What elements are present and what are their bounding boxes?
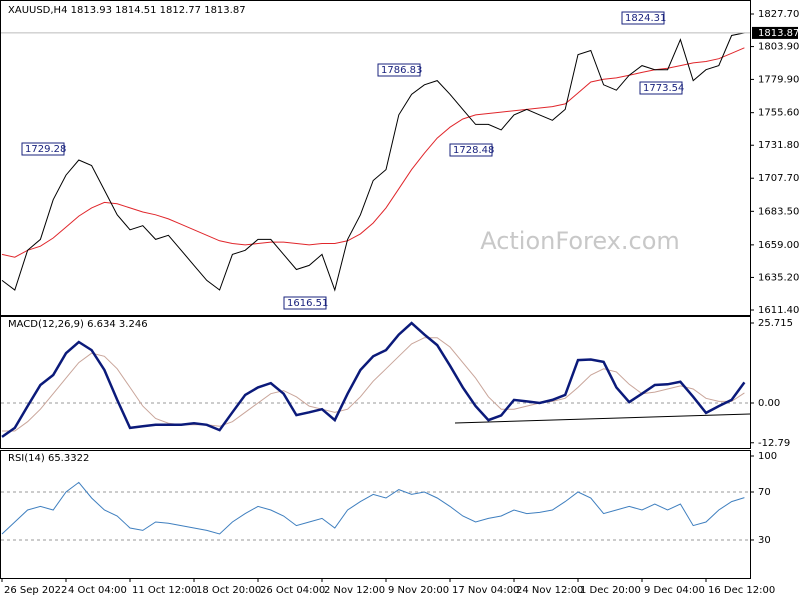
- x-tick-label: 9 Nov 20:00: [388, 585, 449, 596]
- annotation: 1824.31: [625, 13, 666, 24]
- x-tick-label: 2 Nov 12:00: [324, 585, 385, 596]
- x-tick-label: 17 Nov 04:00: [452, 585, 519, 596]
- watermark: ActionForex.com: [480, 227, 680, 255]
- x-tick-label: 11 Oct 12:00: [132, 585, 197, 596]
- x-tick-label: 24 Nov 12:00: [516, 585, 583, 596]
- y-tick-label: 0.00: [758, 398, 780, 409]
- y-tick-label: 25.715: [758, 318, 793, 329]
- y-tick-label: 1803.90: [758, 42, 799, 53]
- y-tick-label: 1755.60: [758, 108, 799, 119]
- annotation: 1729.28: [25, 144, 66, 155]
- series-line: [1, 47, 745, 258]
- series-line: [1, 321, 746, 438]
- y-tick-label: 1731.80: [758, 140, 799, 151]
- annotation-box: [639, 81, 683, 95]
- y-tick-label: 1827.70: [758, 9, 799, 20]
- annotation-box: [21, 142, 65, 156]
- x-tick-label: 9 Dec 04:00: [644, 585, 705, 596]
- y-tick-label: 30: [758, 535, 771, 546]
- x-tick-label: 4 Oct 04:00: [68, 585, 127, 596]
- y-tick-label: -12.79: [758, 438, 790, 449]
- annotation: 1786.83: [381, 65, 422, 76]
- x-tick-label: 26 Oct 04:00: [260, 585, 325, 596]
- y-tick-label: 1659.00: [758, 240, 799, 251]
- macd-panel: [0, 316, 751, 449]
- x-tick-label: 1 Dec 20:00: [580, 585, 641, 596]
- annotation-box: [377, 63, 421, 77]
- annotation: 1728.48: [453, 145, 494, 156]
- annotation-box: [449, 143, 493, 157]
- x-tick-label: 16 Dec 12:00: [708, 585, 775, 596]
- header: XAUUSD,H4 1813.93 1814.51 1812.77 1813.8…: [8, 5, 246, 16]
- annotation-box: [621, 11, 665, 25]
- price-panel: [0, 0, 751, 316]
- last-price-label: 1813.87: [758, 28, 799, 39]
- y-tick-label: 1779.90: [758, 74, 799, 85]
- x-tick-label: 18 Oct 20:00: [196, 585, 261, 596]
- last-price-box: [752, 26, 798, 39]
- series-line: [2, 337, 745, 432]
- annotation: 1773.54: [643, 83, 684, 94]
- y-tick-label: 1683.50: [758, 206, 799, 217]
- y-tick-label: 1635.20: [758, 272, 799, 283]
- macd-title: MACD(12,26,9) 6.634 3.246: [8, 319, 148, 330]
- series-line: [1, 481, 745, 535]
- y-tick-label: 1611.40: [758, 305, 799, 316]
- y-tick-label: 70: [758, 487, 771, 498]
- annotation: 1616.51: [287, 298, 328, 309]
- trend-line: [454, 413, 751, 424]
- rsi-title: RSI(14) 65.3322: [8, 453, 89, 464]
- y-tick-label: 100: [758, 451, 777, 462]
- series-line: [1, 32, 745, 292]
- y-tick-label: 1707.70: [758, 173, 799, 184]
- annotation-box: [283, 296, 327, 310]
- rsi-panel: [0, 450, 751, 579]
- x-tick-label: 26 Sep 2022: [4, 585, 67, 596]
